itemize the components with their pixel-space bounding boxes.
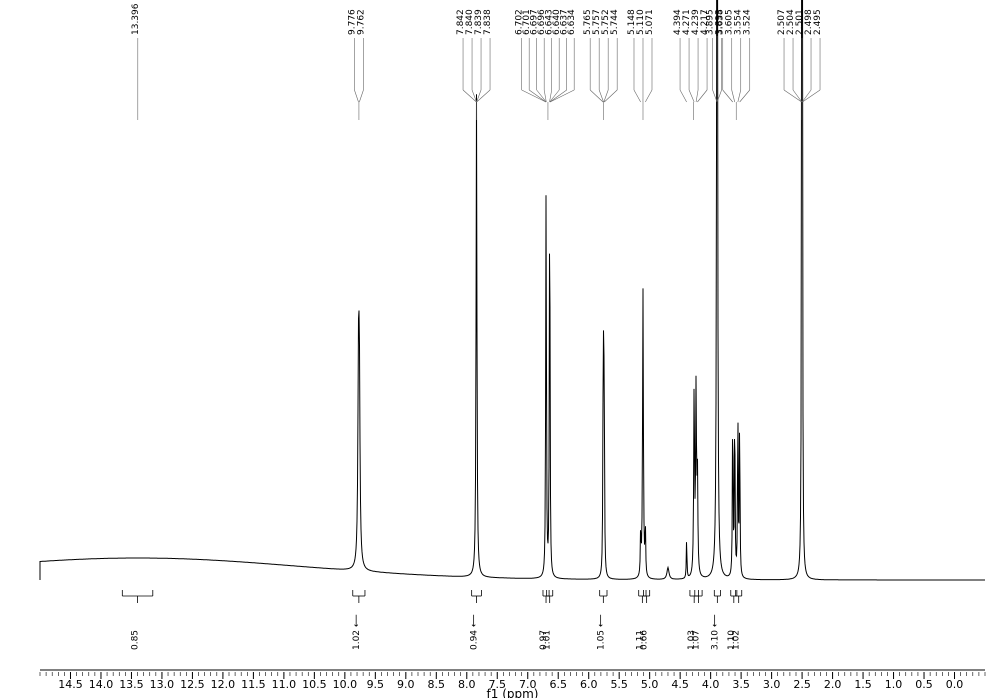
x-tick-label: 10.0 bbox=[333, 678, 358, 691]
peak-ppm-label: 7.838 bbox=[483, 9, 493, 35]
integral-label: 1.01 bbox=[543, 630, 553, 650]
x-tick-label: 9.0 bbox=[397, 678, 415, 691]
integral-label: 3.10 ⟵ bbox=[710, 614, 720, 650]
x-tick-label: 2.5 bbox=[793, 678, 811, 691]
x-tick-label: 9.5 bbox=[367, 678, 385, 691]
x-tick-label: 4.0 bbox=[702, 678, 720, 691]
integral-label: 1.02 bbox=[732, 630, 742, 650]
x-tick-label: 5.5 bbox=[610, 678, 628, 691]
x-tick-label: 4.5 bbox=[671, 678, 689, 691]
x-tick-label: 11.0 bbox=[272, 678, 297, 691]
x-tick-label: 11.5 bbox=[241, 678, 266, 691]
x-tick-label: 5.0 bbox=[641, 678, 659, 691]
integral-label: 0.66 bbox=[640, 630, 650, 650]
integral-label: 1.02 ⟵ bbox=[352, 614, 362, 650]
x-axis-label: f1 (ppm) bbox=[487, 687, 539, 698]
integral-label: 1.05 ⟵ bbox=[596, 614, 606, 650]
x-tick-label: 3.5 bbox=[732, 678, 750, 691]
x-tick-label: 14.0 bbox=[89, 678, 114, 691]
peak-ppm-label: 5.744 bbox=[610, 9, 620, 35]
integral-label: 0.85 bbox=[131, 630, 141, 650]
x-tick-label: 0.0 bbox=[946, 678, 964, 691]
x-tick-label: 2.0 bbox=[824, 678, 842, 691]
integral-label: 0.94 ⟵ bbox=[470, 614, 480, 650]
peak-ppm-label: 6.634 bbox=[567, 9, 577, 35]
x-tick-label: 13.0 bbox=[150, 678, 175, 691]
x-tick-label: 8.0 bbox=[458, 678, 476, 691]
x-tick-label: 12.0 bbox=[211, 678, 236, 691]
x-tick-label: 6.0 bbox=[580, 678, 598, 691]
nmr-spectrum: 0.0 0.5 1.0 1.5 2.0 2.5 3.0 3.5 4.0 4.5 5.0 5.5 6.0 6… bbox=[0, 0, 1000, 698]
x-tick-label: 14.5 bbox=[58, 678, 83, 691]
x-tick-label: 12.5 bbox=[180, 678, 205, 691]
x-tick-label: 3.0 bbox=[763, 678, 781, 691]
peak-ppm-label: 9.762 bbox=[356, 9, 366, 35]
x-tick-label: 8.5 bbox=[428, 678, 446, 691]
x-tick-label: 13.5 bbox=[119, 678, 144, 691]
peak-ppm-label: 3.524 bbox=[743, 9, 753, 35]
x-tick-label: 1.0 bbox=[885, 678, 903, 691]
x-tick-label: 1.5 bbox=[854, 678, 872, 691]
x-tick-label: 6.5 bbox=[549, 678, 567, 691]
x-tick-label: 0.5 bbox=[915, 678, 933, 691]
peak-ppm-label: 2.495 bbox=[813, 9, 823, 35]
spectrum-trace bbox=[40, 0, 985, 580]
peak-ppm-label: 13.396 bbox=[131, 3, 141, 35]
peak-ppm-label: 5.071 bbox=[645, 9, 655, 35]
x-tick-label: 10.5 bbox=[302, 678, 327, 691]
integral-label: 1.07 bbox=[691, 630, 701, 650]
